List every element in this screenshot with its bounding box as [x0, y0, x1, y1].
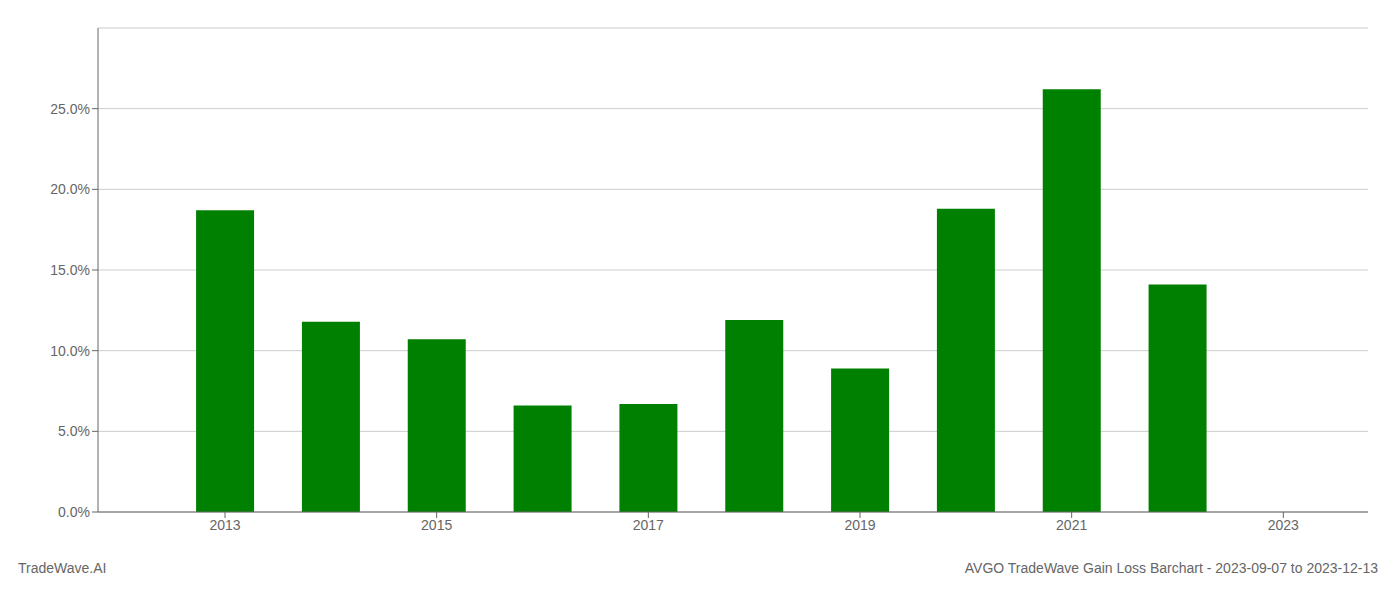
svg-text:25.0%: 25.0% — [50, 101, 90, 117]
svg-text:5.0%: 5.0% — [58, 423, 90, 439]
svg-text:0.0%: 0.0% — [58, 504, 90, 520]
svg-text:2015: 2015 — [421, 517, 452, 533]
svg-text:15.0%: 15.0% — [50, 262, 90, 278]
svg-text:2021: 2021 — [1056, 517, 1087, 533]
svg-text:20.0%: 20.0% — [50, 181, 90, 197]
svg-text:2019: 2019 — [844, 517, 875, 533]
svg-text:2017: 2017 — [633, 517, 664, 533]
html-text:AVGO TradeWave Gain Loss Barch: AVGO TradeWave Gain Loss Barchart - 2023… — [964, 560, 1378, 576]
svg-text:2023: 2023 — [1268, 517, 1299, 533]
svg-text:2013: 2013 — [209, 517, 240, 533]
html-text:TradeWave.AI: TradeWave.AI — [18, 560, 107, 576]
svg-text:10.0%: 10.0% — [50, 343, 90, 359]
